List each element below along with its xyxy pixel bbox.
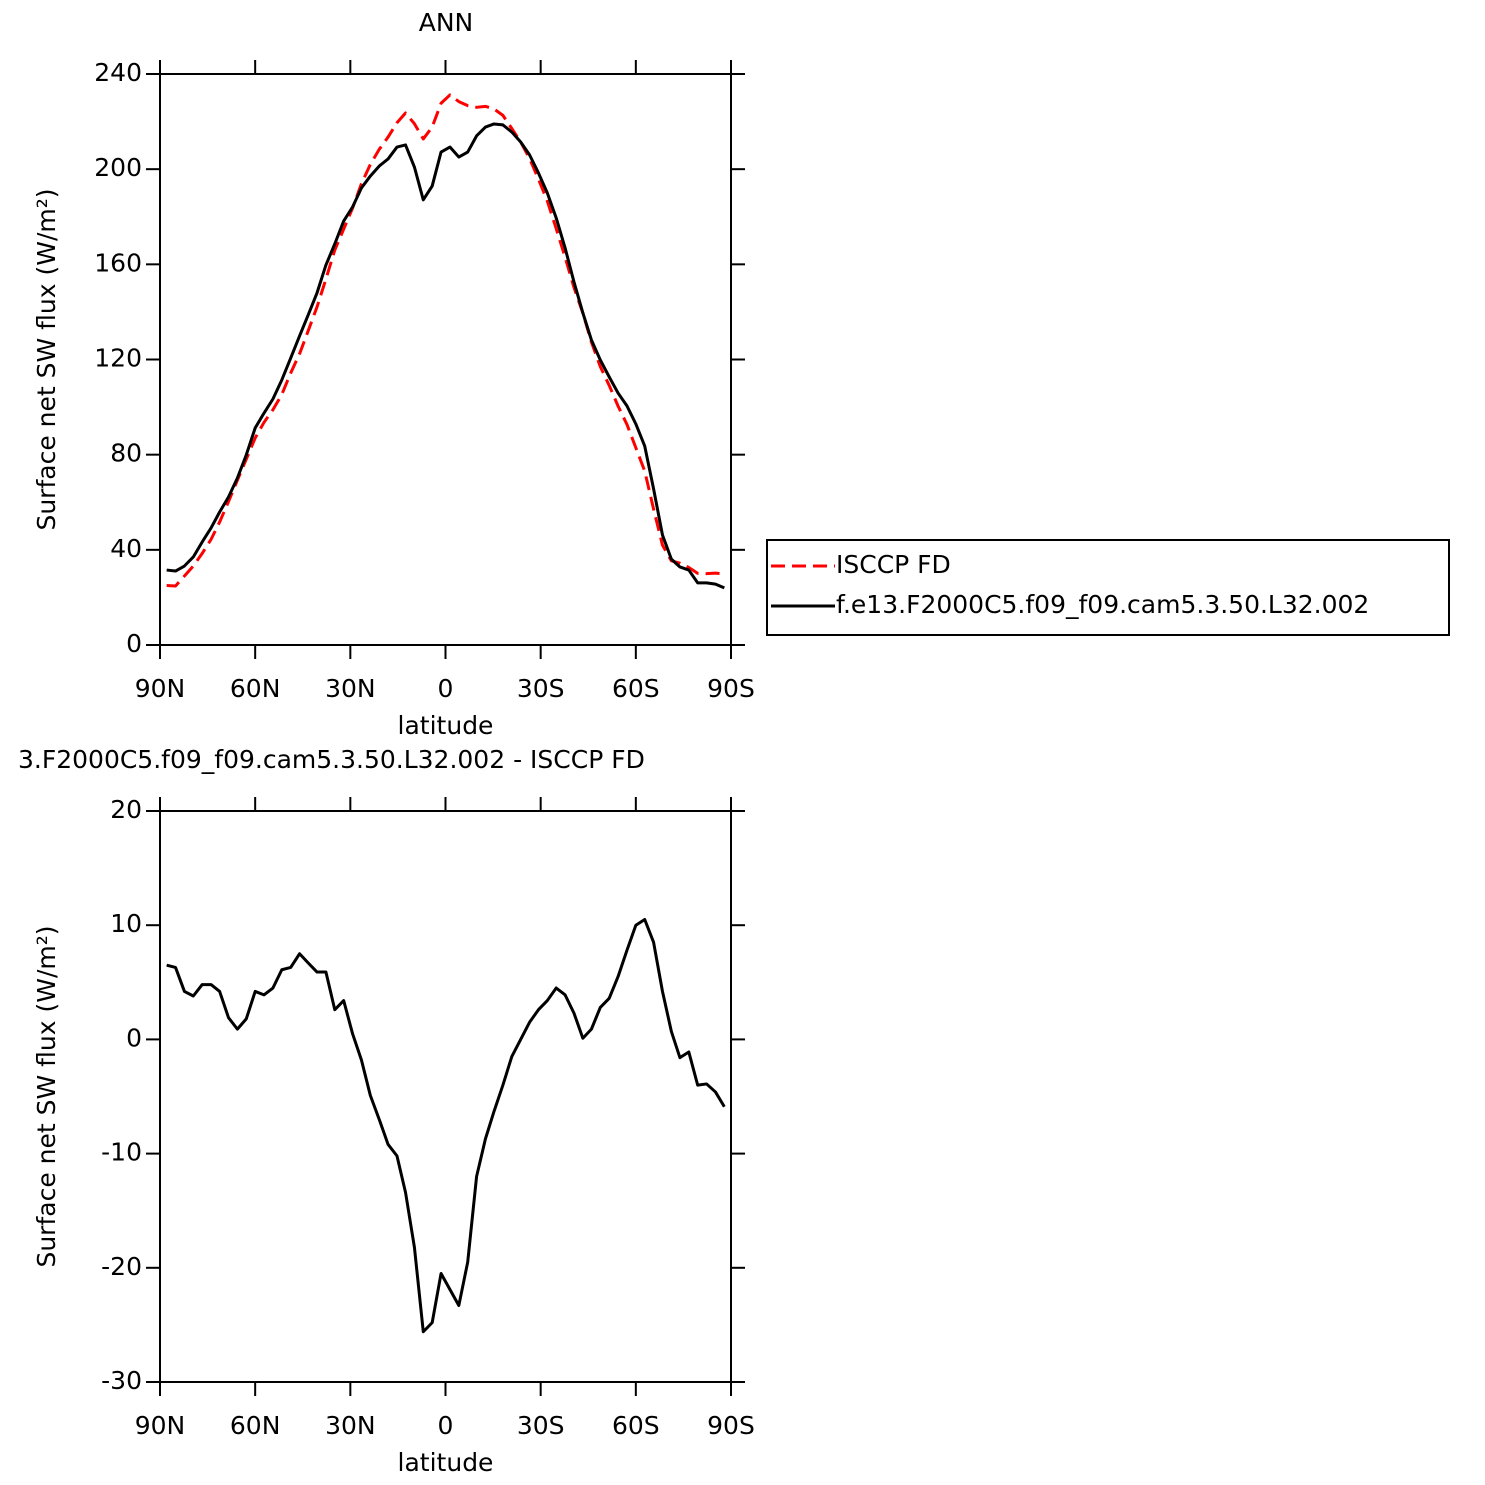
plot-frame [159, 73, 732, 646]
x-tick-label: 30N [325, 674, 376, 703]
y-axis-label: Surface net SW flux (W/m²) [32, 188, 61, 530]
y-tick-label: 80 [110, 439, 142, 468]
data-line [166, 122, 725, 590]
x-tick-label: 90S [707, 674, 755, 703]
chart-title: 3.F2000C5.f09_f09.cam5.3.50.L32.002 - IS… [18, 745, 645, 774]
plot-frame [159, 810, 732, 1383]
x-tick-label: 0 [438, 674, 454, 703]
x-tick-label: 0 [438, 1411, 454, 1440]
x-tick-label: 60N [230, 674, 281, 703]
data-line [166, 93, 725, 588]
y-tick-label: 240 [94, 58, 142, 87]
x-tick-label: 90N [135, 674, 186, 703]
x-tick-label: 90S [707, 1411, 755, 1440]
x-axis-label: latitude [398, 1448, 494, 1477]
x-tick-label: 90N [135, 1411, 186, 1440]
y-axis-label: Surface net SW flux (W/m²) [32, 925, 61, 1267]
y-tick-label: 200 [94, 153, 142, 182]
x-tick-label: 30N [325, 1411, 376, 1440]
chart-title: ANN [419, 8, 474, 37]
y-tick-label: 160 [94, 248, 142, 277]
x-tick-label: 60S [612, 674, 660, 703]
y-tick-label: 40 [110, 534, 142, 563]
y-tick-label: -10 [101, 1138, 142, 1167]
y-tick-label: 10 [110, 909, 142, 938]
x-tick-label: 30S [517, 674, 565, 703]
y-tick-label: 20 [110, 795, 142, 824]
y-tick-label: -20 [101, 1252, 142, 1281]
y-tick-label: -30 [101, 1366, 142, 1395]
x-tick-label: 60N [230, 1411, 281, 1440]
legend-box [766, 539, 1450, 636]
x-tick-label: 30S [517, 1411, 565, 1440]
x-tick-label: 60S [612, 1411, 660, 1440]
y-tick-label: 120 [94, 344, 142, 373]
data-line [166, 917, 726, 1334]
legend-label: ISCCP FD [836, 550, 951, 579]
legend-label: f.e13.F2000C5.f09_f09.cam5.3.50.L32.002 [836, 590, 1369, 619]
y-tick-label: 0 [126, 629, 142, 658]
y-tick-label: 0 [126, 1023, 142, 1052]
x-axis-label: latitude [398, 711, 494, 740]
